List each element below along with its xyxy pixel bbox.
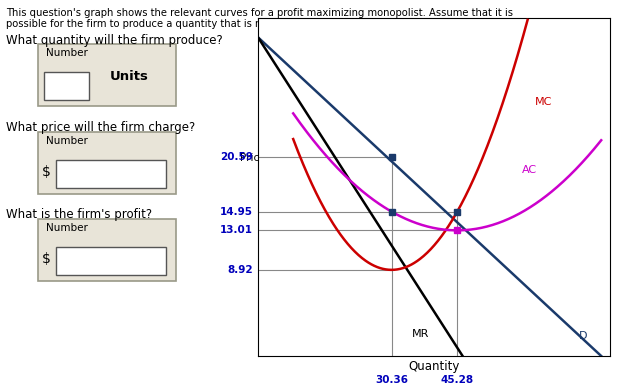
Text: Price/Cost ($): Price/Cost ($) [240, 153, 310, 163]
Text: 14.95: 14.95 [220, 207, 253, 217]
Text: 45.28: 45.28 [441, 375, 474, 385]
Text: What is the firm's profit?: What is the firm's profit? [6, 208, 152, 221]
Text: AC: AC [522, 164, 537, 174]
Bar [56, 160, 166, 188]
Text: Number: Number [46, 136, 88, 146]
Text: 8.92: 8.92 [227, 265, 253, 275]
Text: 13.01: 13.01 [220, 225, 253, 235]
Text: Units: Units [110, 71, 149, 83]
Bar [38, 219, 176, 281]
Text: $: $ [42, 165, 51, 179]
Bar [38, 44, 176, 106]
Text: Number: Number [46, 48, 88, 58]
Text: D: D [579, 331, 587, 340]
X-axis label: Quantity: Quantity [409, 360, 460, 373]
Text: This question's graph shows the relevant curves for a profit maximizing monopoli: This question's graph shows the relevant… [6, 8, 513, 18]
Text: 20.59: 20.59 [220, 152, 253, 162]
Bar [44, 72, 89, 100]
Text: MR: MR [412, 329, 430, 339]
Text: possible for the firm to produce a quantity that is not a whole number.: possible for the firm to produce a quant… [6, 19, 358, 29]
Text: Number: Number [46, 223, 88, 233]
Text: $: $ [42, 252, 51, 266]
Bar [56, 247, 166, 275]
Text: 30.36: 30.36 [375, 375, 408, 385]
Text: What price will the firm charge?: What price will the firm charge? [6, 121, 195, 134]
Text: MC: MC [535, 97, 553, 107]
Bar [38, 132, 176, 194]
Text: What quantity will the firm produce?: What quantity will the firm produce? [6, 34, 223, 47]
